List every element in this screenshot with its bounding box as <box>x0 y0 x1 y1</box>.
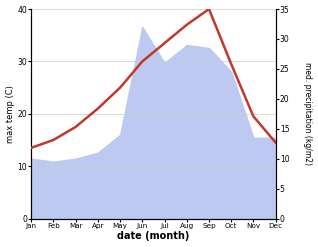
Y-axis label: med. precipitation (kg/m2): med. precipitation (kg/m2) <box>303 62 313 165</box>
X-axis label: date (month): date (month) <box>117 231 190 242</box>
Y-axis label: max temp (C): max temp (C) <box>5 85 15 143</box>
